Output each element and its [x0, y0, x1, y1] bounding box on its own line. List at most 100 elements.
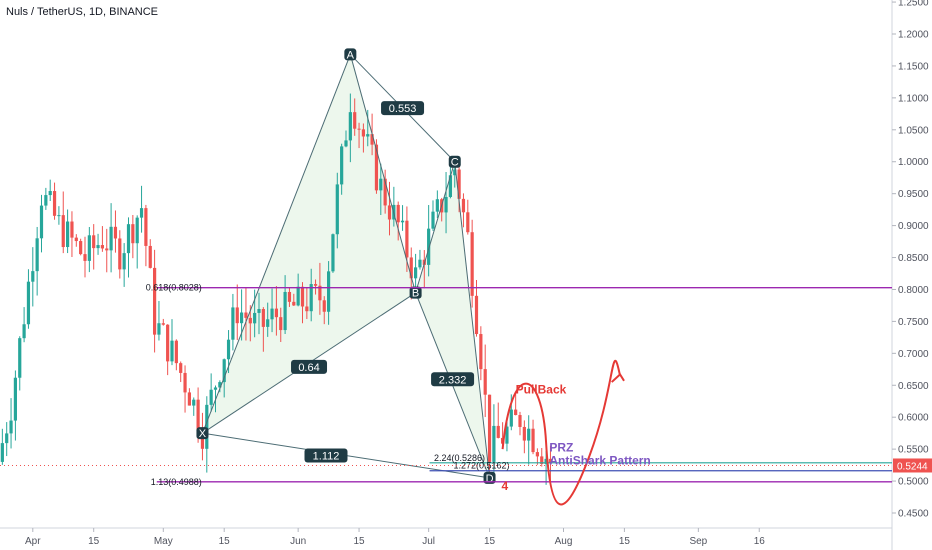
- ratio-label: 0.64: [291, 359, 328, 374]
- candle-body: [222, 359, 226, 383]
- prz-level-label: 1.272(0.5162): [454, 461, 510, 471]
- y-tick-label: 0.6500: [898, 381, 929, 392]
- candle-body: [187, 392, 191, 406]
- candle-body: [66, 221, 70, 248]
- candle-body: [353, 112, 357, 129]
- candle-body: [235, 307, 239, 324]
- last-price-text: 0.5244: [897, 461, 928, 472]
- candle-body: [435, 199, 439, 212]
- ratio-label: 2.332: [431, 372, 475, 387]
- point-marker-text: B: [412, 288, 419, 300]
- candle-body: [483, 369, 487, 395]
- candle-body: [196, 399, 200, 433]
- candle-body: [405, 220, 409, 258]
- candle-body: [135, 217, 139, 244]
- point-label-c: C: [448, 155, 461, 169]
- y-tick-label: 0.8000: [898, 285, 929, 296]
- candle-body: [0, 443, 4, 462]
- candle-body: [226, 339, 231, 360]
- pattern-name-annotation: AntiShark Pattern: [549, 454, 650, 468]
- y-tick-label: 0.5000: [898, 477, 929, 488]
- candle-body: [148, 245, 152, 268]
- x-tick-label: May: [154, 536, 173, 547]
- candle-body: [340, 146, 344, 185]
- candle-body: [400, 220, 405, 223]
- x-tick-label: 15: [88, 536, 100, 547]
- candle-body: [122, 253, 126, 270]
- fib-level-label: 0.618(0.8028): [146, 283, 202, 293]
- y-tick-label: 1.0500: [898, 125, 929, 136]
- candle-body: [283, 291, 287, 331]
- ratio-label-text: 1.112: [313, 451, 340, 463]
- ratio-label: 0.553: [381, 101, 425, 116]
- candle-body: [157, 323, 161, 335]
- candle-body: [409, 257, 413, 279]
- candle-body: [313, 284, 318, 286]
- candle-body: [22, 324, 26, 339]
- pattern-fill-bcd: [415, 161, 490, 478]
- candle-body: [166, 324, 170, 362]
- candle-body: [200, 432, 205, 449]
- candle-body: [231, 307, 235, 340]
- candle-body: [279, 317, 283, 331]
- candle-body: [96, 245, 100, 249]
- y-tick-label: 0.4500: [898, 509, 929, 520]
- point-marker-bg: [448, 155, 461, 168]
- candle-body: [461, 198, 466, 213]
- candle-body: [31, 271, 35, 282]
- projection-curve: [501, 359, 622, 506]
- prz-annotation: PRZ: [549, 441, 573, 455]
- candle-body: [457, 169, 461, 199]
- y-tick-label: 1.0000: [898, 157, 929, 168]
- pullback-annotation: PullBack: [516, 383, 567, 397]
- x-tick-label: Jun: [290, 536, 306, 547]
- last-price-tag: [893, 458, 932, 473]
- candle-body: [361, 129, 365, 137]
- candle-body: [374, 144, 379, 191]
- candle-body: [192, 399, 196, 406]
- candle-body: [118, 238, 122, 270]
- candle-body: [209, 389, 213, 405]
- candle-body: [205, 404, 209, 449]
- candle-body: [52, 191, 57, 216]
- candle-body: [270, 308, 274, 320]
- candle-body: [327, 271, 331, 312]
- candle-body: [253, 312, 257, 324]
- y-tick-label: 0.8500: [898, 253, 929, 264]
- candle-body: [444, 196, 448, 213]
- pattern-fill-xab: [202, 54, 416, 434]
- candle-body: [57, 215, 61, 217]
- candle-body: [105, 248, 109, 251]
- x-tick-label: 15: [353, 536, 365, 547]
- candle-body: [79, 241, 83, 255]
- candle-body: [544, 458, 548, 464]
- candle-body: [309, 284, 313, 312]
- point-marker-bg: [344, 48, 357, 61]
- candle-body: [418, 259, 422, 268]
- candle-body: [318, 285, 322, 301]
- y-tick-label: 0.9000: [898, 221, 929, 232]
- x-tick-label: Jul: [422, 536, 435, 547]
- candle-body: [431, 211, 435, 229]
- candle-body: [335, 184, 339, 235]
- candle-body: [535, 452, 539, 457]
- candle-body: [448, 175, 452, 197]
- x-tick-label: Aug: [555, 536, 573, 547]
- candle-body: [153, 267, 157, 335]
- y-tick-label: 0.7000: [898, 349, 929, 360]
- candle-body: [74, 237, 78, 242]
- candle-body: [179, 363, 183, 373]
- candle-body: [470, 232, 474, 296]
- point-label-x: X: [196, 427, 209, 440]
- candle-body: [113, 226, 118, 239]
- candle-body: [305, 306, 309, 312]
- candle-body: [427, 228, 431, 265]
- candle-body: [496, 425, 500, 438]
- candle-body: [266, 319, 270, 327]
- candle-body: [131, 224, 135, 244]
- candle-body: [213, 387, 218, 390]
- candle-body: [474, 295, 479, 335]
- wave-four-annotation: 4: [502, 479, 509, 493]
- point-marker-text: C: [451, 157, 459, 169]
